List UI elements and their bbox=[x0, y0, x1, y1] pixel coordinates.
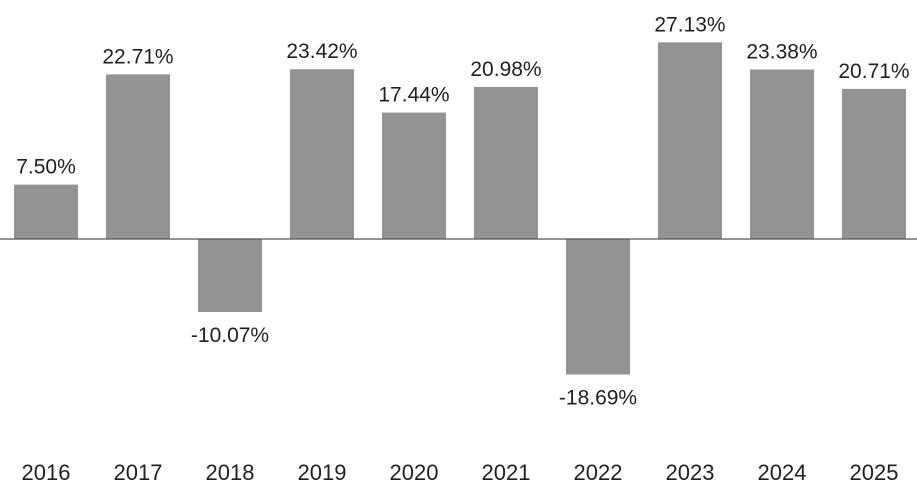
category-label-2016: 2016 bbox=[22, 460, 71, 485]
bar-2016 bbox=[14, 184, 78, 239]
bar-2017 bbox=[106, 74, 170, 239]
value-label-2025: 20.71% bbox=[838, 60, 909, 83]
category-label-2019: 2019 bbox=[298, 460, 347, 485]
value-label-2023: 27.13% bbox=[654, 13, 725, 36]
value-labels-group: 7.50% 22.71% -10.07% 23.42% 17.44% 20.98% -18.… bbox=[16, 13, 909, 409]
category-label-2018: 2018 bbox=[206, 460, 255, 485]
category-label-2020: 2020 bbox=[390, 460, 439, 485]
bar-2022 bbox=[566, 239, 630, 375]
value-label-2017: 22.71% bbox=[102, 45, 173, 68]
bar-2023 bbox=[658, 42, 722, 240]
value-label-2019: 23.42% bbox=[286, 40, 357, 63]
category-label-2017: 2017 bbox=[114, 460, 163, 485]
category-label-2021: 2021 bbox=[482, 460, 531, 485]
category-label-2023: 2023 bbox=[666, 460, 715, 485]
bar-2018 bbox=[198, 239, 262, 313]
category-label-2022: 2022 bbox=[574, 460, 623, 485]
value-label-2021: 20.98% bbox=[470, 58, 541, 81]
category-label-2024: 2024 bbox=[758, 460, 807, 485]
value-label-2024: 23.38% bbox=[746, 40, 817, 63]
bar-2020 bbox=[382, 112, 446, 239]
category-label-2025: 2025 bbox=[850, 460, 899, 485]
bar-2024 bbox=[750, 69, 814, 240]
value-label-2016: 7.50% bbox=[16, 156, 76, 179]
bar-2019 bbox=[290, 69, 354, 239]
category-labels-group: 2016 2017 2018 2019 2020 2021 2022 2023 2024 2025 bbox=[22, 460, 899, 485]
value-label-2018: -10.07% bbox=[191, 324, 269, 347]
value-label-2022: -18.69% bbox=[559, 387, 637, 410]
value-label-2020: 17.44% bbox=[378, 84, 449, 107]
bar-2021 bbox=[474, 86, 538, 240]
bar-2025 bbox=[842, 88, 906, 239]
bars-group bbox=[14, 42, 906, 375]
